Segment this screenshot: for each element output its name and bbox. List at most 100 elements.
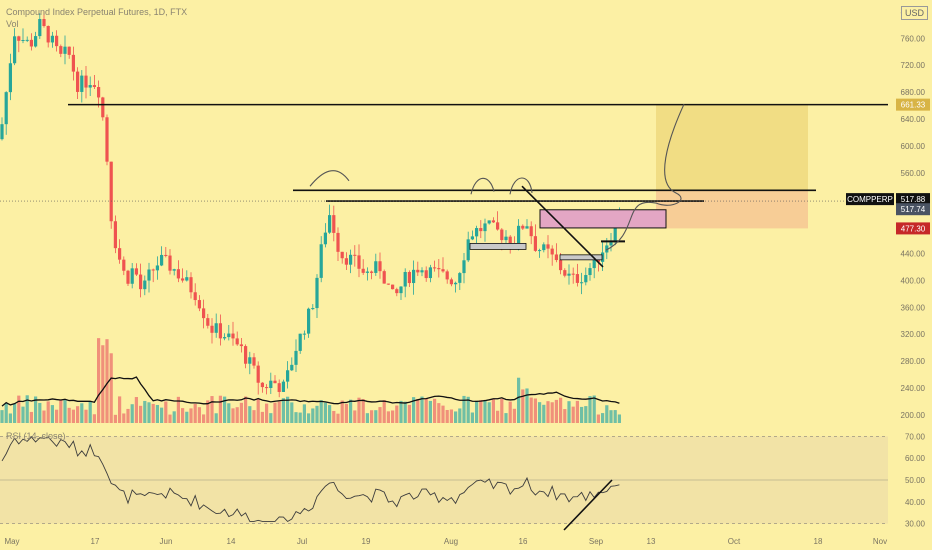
volume-bar	[218, 395, 222, 423]
candle-body	[382, 271, 386, 284]
candle-body	[181, 278, 185, 281]
candle-body	[403, 271, 407, 287]
volume-bar	[67, 407, 71, 423]
candle-body	[210, 325, 214, 333]
volume-bar	[151, 403, 155, 423]
candle-body	[361, 268, 365, 273]
time-tick-label: Aug	[444, 537, 458, 546]
candle-body	[500, 229, 504, 241]
volume-bar	[17, 395, 21, 423]
candle-body	[277, 383, 281, 392]
candle-body	[260, 382, 264, 388]
hand-arc-3	[509, 177, 533, 195]
candle-body	[533, 236, 537, 251]
volume-bar	[126, 408, 130, 423]
volume-bar	[546, 401, 550, 423]
volume-bar	[512, 408, 516, 423]
volume-bar	[525, 388, 529, 423]
price-tick-label: 440.00	[901, 249, 926, 258]
volume-bar	[55, 409, 59, 423]
volume-bar	[122, 413, 126, 423]
candle-body	[29, 39, 33, 47]
candle-body	[269, 380, 273, 388]
volume-bar	[235, 407, 239, 423]
candle-body	[235, 338, 239, 345]
candle-body	[197, 300, 201, 309]
candle-body	[521, 225, 525, 229]
candle-body	[244, 346, 248, 364]
candle-body	[584, 275, 588, 283]
volume-bar	[311, 408, 315, 423]
candle-body	[559, 260, 563, 271]
candle-body	[151, 269, 155, 271]
rsi-trendline	[563, 479, 613, 531]
candle-body	[491, 220, 495, 223]
volume-bar	[21, 406, 25, 423]
candle-body	[554, 254, 558, 261]
candle-body	[21, 40, 25, 42]
candle-body	[567, 273, 571, 276]
candle-body	[546, 244, 550, 249]
price-tick-label: 560.00	[901, 169, 926, 178]
symbol-badge	[846, 193, 894, 206]
candle-body	[332, 215, 336, 233]
volume-bar	[210, 396, 214, 423]
candle-body	[286, 370, 290, 382]
candle-body	[374, 261, 378, 273]
volume-bar	[307, 413, 311, 423]
candle-body	[239, 344, 243, 347]
volume-bar	[319, 400, 323, 423]
price-tick-label: 320.00	[901, 330, 926, 339]
volume-bar	[113, 414, 117, 423]
volume-bar	[563, 409, 567, 423]
candle-body	[336, 232, 340, 252]
volume-bar	[416, 399, 420, 423]
candle-body	[13, 36, 17, 64]
volume-bar	[575, 400, 579, 423]
volume-bar	[214, 413, 218, 423]
volume-bar	[365, 413, 369, 423]
candle-body	[407, 271, 411, 284]
candle-body	[84, 75, 88, 88]
candle-body	[101, 97, 105, 118]
volume-bar	[533, 398, 537, 423]
candle-body	[168, 255, 172, 271]
candle-body	[588, 268, 592, 276]
volume-bar	[613, 410, 617, 423]
candle-body	[365, 271, 369, 273]
candle-body	[328, 215, 332, 233]
price-badge	[896, 98, 930, 111]
candle-body	[294, 350, 298, 365]
volume-bar	[399, 400, 403, 423]
candle-body	[92, 85, 96, 88]
candle-body	[298, 333, 302, 351]
candle-body	[542, 244, 546, 251]
candle-body	[281, 381, 285, 392]
volume-bar	[491, 399, 495, 423]
price-badge-value: 517.74	[901, 205, 926, 214]
candle-body	[176, 269, 180, 279]
volume-bar	[487, 402, 491, 423]
volume-bar	[617, 414, 621, 423]
volume-bar	[462, 395, 466, 423]
volume-bar	[567, 401, 571, 423]
volume-bar	[34, 396, 38, 423]
candle-body	[118, 248, 122, 260]
volume-bar	[269, 413, 273, 423]
volume-bar	[294, 412, 298, 423]
candle-body	[256, 365, 260, 383]
candle-body	[420, 270, 424, 273]
candle-body	[550, 248, 554, 255]
volume-bar	[277, 401, 281, 423]
candle-body	[340, 251, 344, 259]
volume-bar	[454, 411, 458, 423]
volume-bar	[344, 404, 348, 423]
volume-bar	[559, 397, 563, 423]
volume-bar	[197, 407, 201, 423]
candle-body	[496, 222, 500, 230]
currency-badge[interactable]: USD	[900, 6, 928, 20]
candle-body	[164, 254, 168, 256]
volume-bar	[8, 413, 12, 423]
candle-body	[525, 226, 529, 229]
